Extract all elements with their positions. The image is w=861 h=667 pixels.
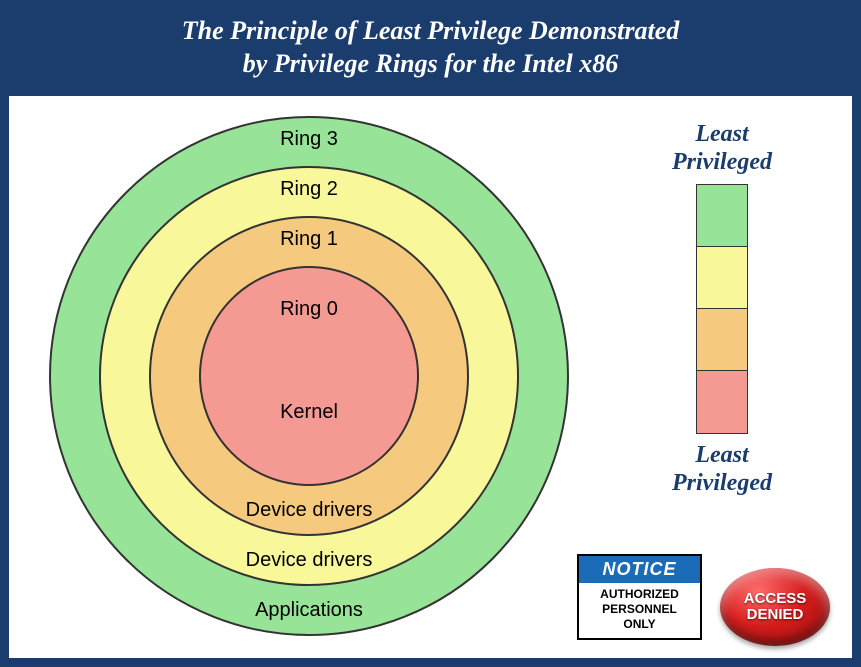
legend-segment	[697, 185, 747, 247]
notice-header: NOTICE	[579, 556, 700, 583]
legend-color-bar	[696, 184, 748, 434]
diagram-frame: The Principle of Least Privilege Demonst…	[0, 0, 861, 667]
ring-bottom-label: Device drivers	[151, 499, 467, 522]
ring-bottom-label: Applications	[51, 599, 567, 622]
access-denied-icon: ACCESS DENIED	[720, 568, 830, 646]
notice-body: AUTHORIZED PERSONNEL ONLY	[579, 583, 700, 638]
legend-segment	[697, 309, 747, 371]
ring-top-label: Ring 0	[201, 298, 417, 321]
ring-top-label: Ring 3	[51, 128, 567, 151]
legend-top-label: Least Privileged	[642, 121, 802, 176]
ring-top-label: Ring 2	[101, 178, 517, 201]
access-denied-badge: ACCESS DENIED	[720, 568, 830, 646]
legend-segment	[697, 247, 747, 309]
legend-segment	[697, 371, 747, 433]
privilege-rings: Ring 3 Applications Ring 2 Device drivers Ri…	[49, 116, 569, 636]
legend-bottom-label: Least Privileged	[642, 442, 802, 497]
ring-bottom-label: Device drivers	[101, 549, 517, 572]
title-line-2: by Privilege Rings for the Intel x86	[243, 49, 619, 78]
title-bar: The Principle of Least Privilege Demonst…	[3, 3, 858, 96]
ring-0: Ring 0 Kernel	[199, 266, 419, 486]
title-line-1: The Principle of Least Privilege Demonst…	[182, 16, 680, 45]
content-area: Ring 3 Applications Ring 2 Device drivers Ri…	[9, 96, 852, 658]
notice-sign: NOTICE AUTHORIZED PERSONNEL ONLY	[577, 554, 702, 640]
privilege-legend: Least Privileged Least Privileged	[642, 121, 802, 497]
ring-top-label: Ring 1	[151, 228, 467, 251]
ring-bottom-label: Kernel	[201, 401, 417, 424]
